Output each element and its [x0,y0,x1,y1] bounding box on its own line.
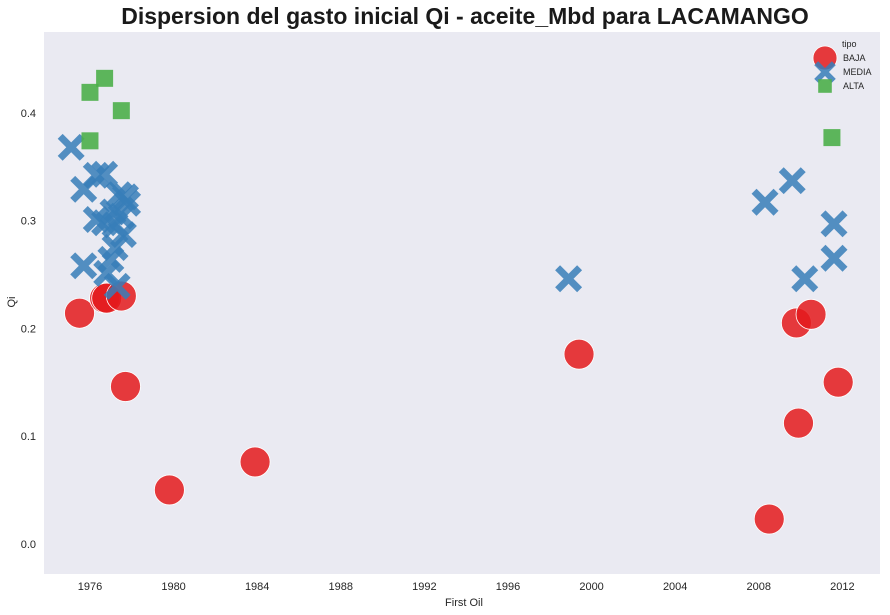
data-point-media [555,265,583,293]
x-axis-ticks: 1976 1980 1984 1988 1992 1996 2000 2004 2008 2012 [78,581,855,593]
x-tick-label: 2000 [579,581,603,593]
x-tick-label: 2012 [830,581,854,593]
data-point-baja [822,366,854,398]
y-tick-label: 0.4 [21,108,36,120]
data-point-media [751,188,779,216]
data-point-baja [753,503,785,535]
x-tick-label: 1980 [161,581,185,593]
data-point-media [57,133,85,161]
legend-label-baja: BAJA [843,53,866,63]
y-axis-ticks: 0.0 0.1 0.2 0.3 0.4 [21,108,36,551]
data-point-baja [795,298,827,330]
legend-marker-media [814,61,836,83]
data-point-media [778,167,806,195]
y-axis-label: Qi [6,297,18,308]
data-point-alta [81,132,99,150]
x-axis-label: First Oil [445,597,483,609]
y-tick-label: 0.2 [21,323,36,335]
data-point-baja [64,297,95,329]
legend: tipo BAJA MEDIA ALTA [812,39,872,93]
data-point-media [70,252,98,280]
chart-title: Dispersion del gasto inicial Qi - aceite… [121,3,809,29]
data-point-baja [153,474,185,506]
data-point-media [82,161,110,189]
x-tick-label: 2008 [747,581,771,593]
data-point-media [114,189,142,217]
legend-label-media: MEDIA [843,67,872,77]
data-point-baja [239,446,271,478]
x-tick-label: 1984 [245,581,269,593]
data-point-media [91,160,119,188]
data-point-alta [823,129,841,147]
legend-label-alta: ALTA [843,81,864,91]
data-point-alta [96,69,114,87]
x-tick-label: 1996 [496,581,520,593]
legend-marker-alta [818,79,832,93]
x-tick-label: 1988 [329,581,353,593]
data-point-alta [81,83,99,101]
data-point-baja [783,407,814,439]
x-tick-label: 1992 [412,581,436,593]
data-point-baja [110,371,141,402]
data-point-media [791,265,819,293]
y-tick-label: 0.1 [21,431,36,443]
x-tick-label: 1976 [78,581,102,593]
x-tick-label: 2004 [663,581,687,593]
y-tick-label: 0.0 [21,539,36,551]
data-point-alta [112,102,130,120]
data-points [57,69,854,535]
data-point-media [820,244,848,272]
legend-title: tipo [842,39,857,49]
data-point-baja [563,338,595,370]
y-tick-label: 0.3 [21,216,36,228]
data-point-media [820,210,848,238]
data-point-media [109,221,137,249]
data-point-media [103,272,131,300]
